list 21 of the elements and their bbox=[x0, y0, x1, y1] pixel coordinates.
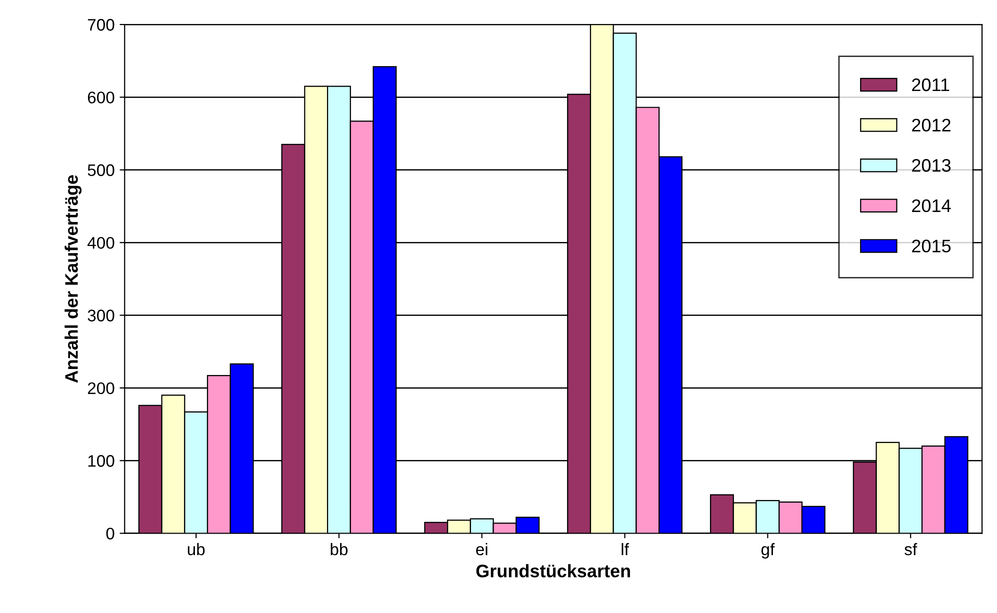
x-tick-label: lf bbox=[622, 543, 629, 556]
y-tick-label: 100 bbox=[88, 455, 114, 467]
y-tick-label: 600 bbox=[88, 92, 114, 104]
x-tick-label: ei bbox=[476, 543, 488, 556]
x-tick-label: sf bbox=[904, 543, 918, 556]
legend-label: 2012 bbox=[912, 118, 950, 132]
x-tick-label: bb bbox=[330, 543, 348, 556]
legend-label: 2014 bbox=[912, 199, 951, 212]
x-tick-label: gf bbox=[761, 543, 775, 559]
y-axis-title: Anzahl der Kaufverträge bbox=[64, 175, 82, 383]
y-tick-label: 500 bbox=[88, 164, 114, 176]
y-tick-label: 0 bbox=[106, 528, 114, 540]
legend-label: 2011 bbox=[912, 78, 950, 92]
legend-label: 2015 bbox=[912, 240, 951, 252]
y-tick-label: 700 bbox=[88, 18, 114, 31]
y-tick-label: 200 bbox=[88, 382, 114, 394]
x-tick-label: ub bbox=[188, 543, 205, 556]
y-tick-label: 300 bbox=[88, 310, 114, 322]
legend-label: 2013 bbox=[912, 159, 951, 172]
y-tick-label: 400 bbox=[87, 236, 114, 249]
x-axis-title: Grundstücksarten bbox=[476, 564, 630, 578]
